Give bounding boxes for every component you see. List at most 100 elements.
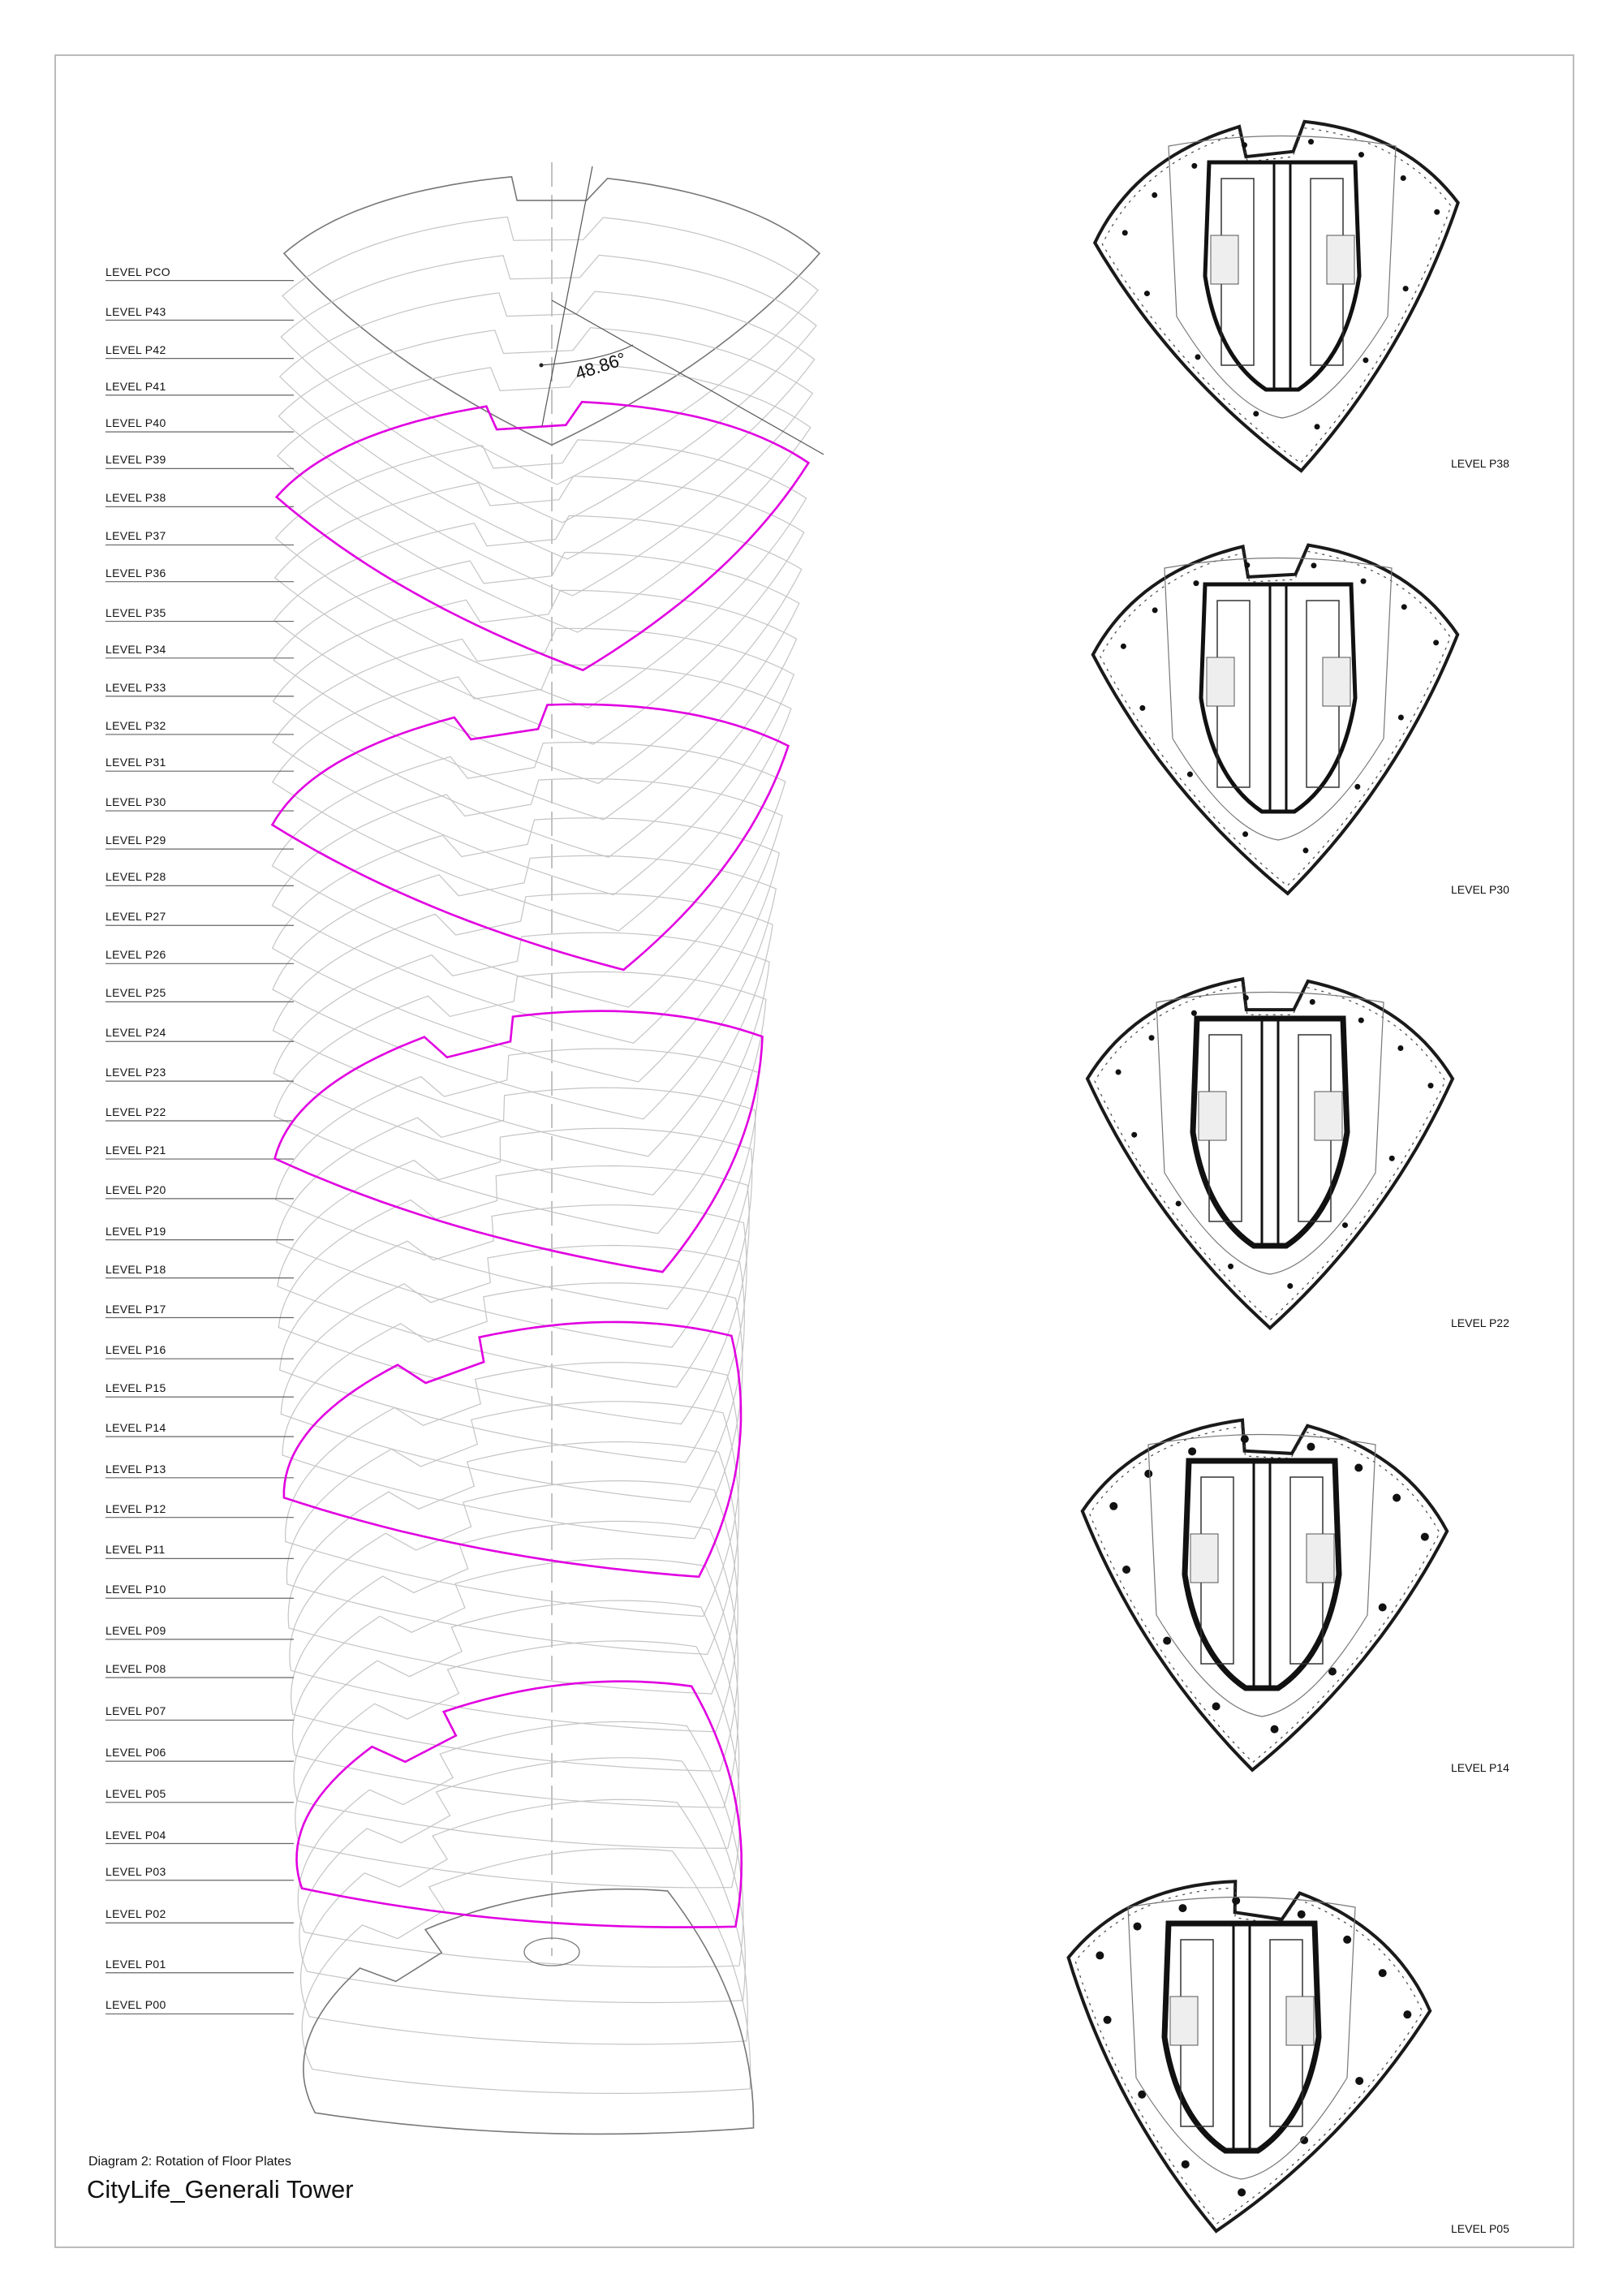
building-core — [1182, 1458, 1342, 1691]
floor-outline — [273, 515, 803, 784]
level-label: LEVEL PCO — [105, 265, 170, 278]
column — [1122, 1566, 1131, 1574]
building-core — [1190, 1015, 1350, 1249]
arc-endpoint — [539, 363, 544, 368]
plan-level-label: LEVEL P30 — [1451, 883, 1509, 896]
level-label: LEVEL P23 — [105, 1066, 166, 1079]
column — [1434, 209, 1440, 215]
diagram-title: CityLife_Generali Tower — [87, 2175, 354, 2203]
column — [1242, 995, 1249, 1002]
floor-outline — [272, 893, 773, 1157]
floor-plan — [1066, 1880, 1432, 2234]
facade-mullions — [1100, 550, 1451, 887]
floor-outline — [280, 1244, 745, 1503]
column — [1354, 783, 1361, 790]
stair — [1306, 1533, 1335, 1583]
level-label: LEVEL P21 — [105, 1144, 166, 1157]
stair — [1206, 657, 1235, 707]
floor-outline — [279, 1204, 747, 1463]
column — [1186, 771, 1193, 778]
floor-outline — [272, 855, 777, 1120]
column — [1420, 1532, 1429, 1541]
facade-mullions — [1101, 127, 1452, 464]
level-label: LEVEL P28 — [105, 870, 166, 884]
level-label: LEVEL P04 — [105, 1828, 166, 1842]
floor-outline — [271, 778, 783, 1044]
highlighted-floor-outline — [282, 1320, 743, 1579]
level-label: LEVEL P29 — [105, 834, 166, 847]
facade-mullions — [1074, 1887, 1423, 2225]
column — [1393, 1493, 1401, 1502]
column — [1241, 142, 1247, 149]
level-label: LEVEL P02 — [105, 1907, 166, 1921]
column — [1378, 1603, 1387, 1612]
column — [1297, 1910, 1306, 1919]
floor-outline — [271, 742, 786, 1008]
column — [1397, 1045, 1404, 1052]
stair — [1169, 1996, 1199, 2046]
facade-outline — [1080, 1418, 1449, 1773]
facade-mullions — [1089, 1425, 1440, 1764]
column — [1232, 1896, 1241, 1905]
level-label: LEVEL P33 — [105, 680, 166, 694]
floor-outline — [278, 327, 814, 597]
floor-outline — [299, 1798, 748, 2045]
level-label: LEVEL P38 — [105, 491, 166, 505]
highlighted-floor-outline — [270, 703, 790, 971]
level-label: LEVEL P18 — [105, 1262, 166, 1276]
floor-outline — [277, 363, 812, 633]
level-label: LEVEL P31 — [105, 756, 166, 769]
column — [1138, 2090, 1147, 2099]
plan-level-label: LEVEL P05 — [1451, 2222, 1509, 2235]
floor-outline — [291, 1557, 739, 1808]
building-core — [1199, 582, 1358, 814]
plan-level-label: LEVEL P22 — [1451, 1316, 1509, 1329]
floor-outline — [273, 551, 800, 821]
facade-outline — [1091, 543, 1460, 896]
plan-level-label: LEVEL P38 — [1451, 457, 1509, 470]
level-label: LEVEL P11 — [105, 1543, 166, 1557]
floor-outline — [272, 627, 795, 896]
floor-outline — [274, 1048, 760, 1310]
column — [1152, 192, 1158, 198]
level-label: LEVEL P14 — [105, 1421, 166, 1435]
column — [1163, 1636, 1172, 1645]
stair — [1322, 657, 1351, 707]
column — [1307, 1442, 1315, 1451]
drawing-frame — [54, 54, 1574, 2248]
stair — [1210, 235, 1239, 285]
floor-outline — [299, 1757, 747, 2004]
column — [1403, 2010, 1412, 2019]
column — [1378, 1969, 1387, 1978]
rotation-angle-label: 48.86° — [573, 348, 628, 384]
floor-plan — [1092, 119, 1460, 473]
column — [1120, 643, 1126, 649]
column — [1328, 1667, 1337, 1676]
column — [1401, 604, 1407, 610]
level-label: LEVEL P27 — [105, 910, 166, 924]
column — [1096, 1951, 1104, 1960]
column — [1175, 1200, 1182, 1207]
column — [1358, 152, 1364, 158]
floor-outline — [282, 175, 821, 446]
column — [1311, 562, 1317, 569]
base-ellipse — [523, 1937, 580, 1966]
floor-outline — [271, 817, 780, 1083]
column — [1188, 1447, 1197, 1456]
floor-outline — [277, 1127, 753, 1388]
level-label: LEVEL P03 — [105, 1864, 166, 1878]
level-label: LEVEL P01 — [105, 1957, 166, 1971]
facade-mullions — [1094, 984, 1446, 1321]
highlighted-floor-outline — [273, 1010, 764, 1273]
column — [1193, 580, 1199, 587]
level-label: LEVEL P22 — [105, 1105, 166, 1118]
facade-outline — [1092, 119, 1460, 473]
level-label: LEVEL P16 — [105, 1343, 166, 1357]
floor-plan — [1091, 543, 1460, 896]
column — [1228, 1263, 1234, 1269]
floor-outline — [284, 1362, 741, 1618]
column — [1148, 1035, 1155, 1041]
level-label: LEVEL P42 — [105, 342, 166, 356]
column — [1242, 831, 1249, 838]
